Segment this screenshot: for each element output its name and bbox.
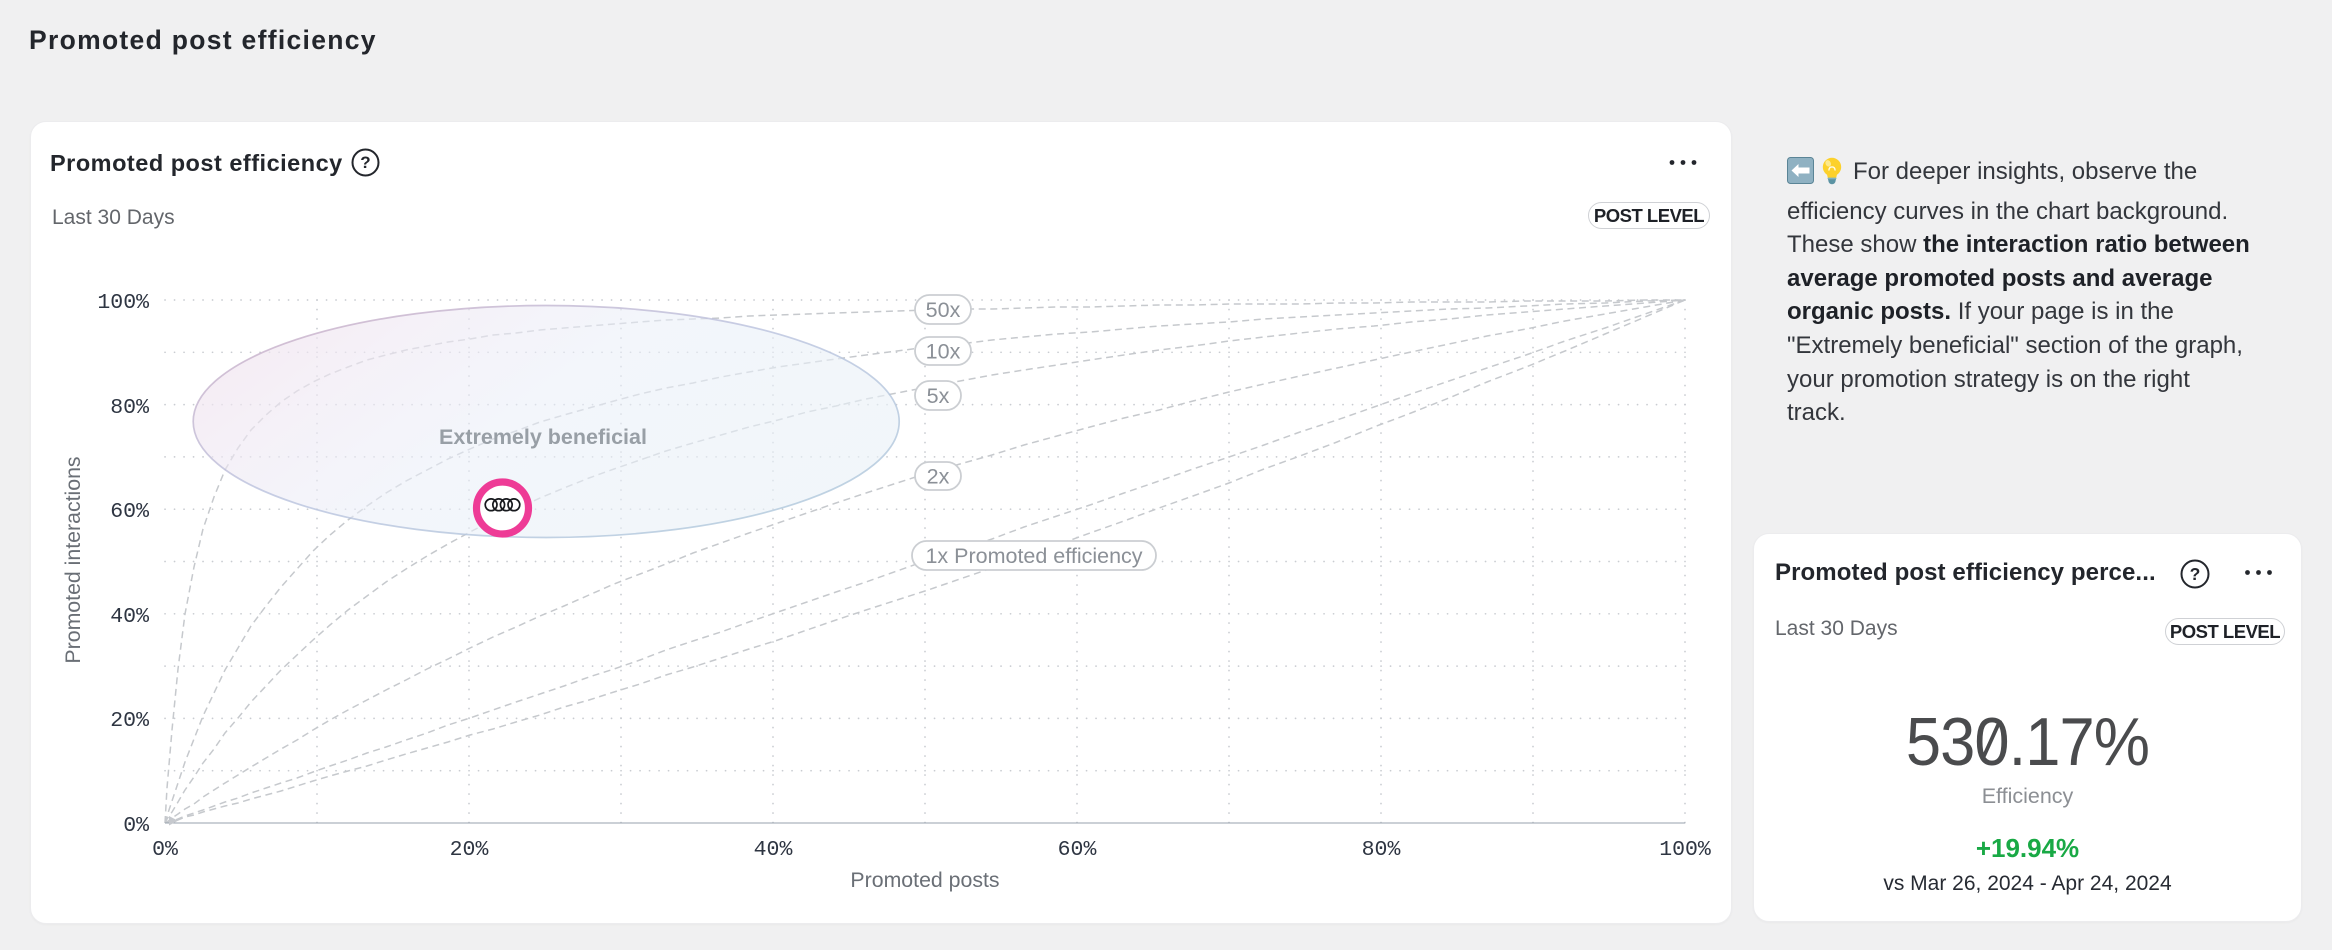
svg-text:2x: 2x xyxy=(927,465,950,489)
svg-text:5x: 5x xyxy=(927,384,950,408)
svg-text:80%: 80% xyxy=(110,396,149,420)
svg-text:40%: 40% xyxy=(754,838,793,862)
svg-text:20%: 20% xyxy=(450,838,489,862)
svg-text:50x: 50x xyxy=(926,298,961,322)
svg-text:?: ? xyxy=(2190,564,2201,584)
svg-text:?: ? xyxy=(360,153,370,172)
svg-text:60%: 60% xyxy=(110,500,149,524)
svg-text:Promoted posts: Promoted posts xyxy=(850,868,999,892)
svg-text:0%: 0% xyxy=(123,814,149,838)
svg-text:Extremely beneficial: Extremely beneficial xyxy=(439,425,647,449)
svg-text:10x: 10x xyxy=(926,340,961,364)
svg-text:20%: 20% xyxy=(110,709,149,733)
svg-text:100%: 100% xyxy=(1659,838,1711,862)
svg-text:60%: 60% xyxy=(1058,838,1097,862)
svg-text:Promoted interactions: Promoted interactions xyxy=(61,456,85,663)
svg-text:40%: 40% xyxy=(110,605,149,629)
svg-text:0%: 0% xyxy=(152,838,178,862)
svg-text:1x Promoted efficiency: 1x Promoted efficiency xyxy=(925,544,1142,568)
svg-text:100%: 100% xyxy=(97,291,149,315)
svg-text:80%: 80% xyxy=(1362,838,1401,862)
